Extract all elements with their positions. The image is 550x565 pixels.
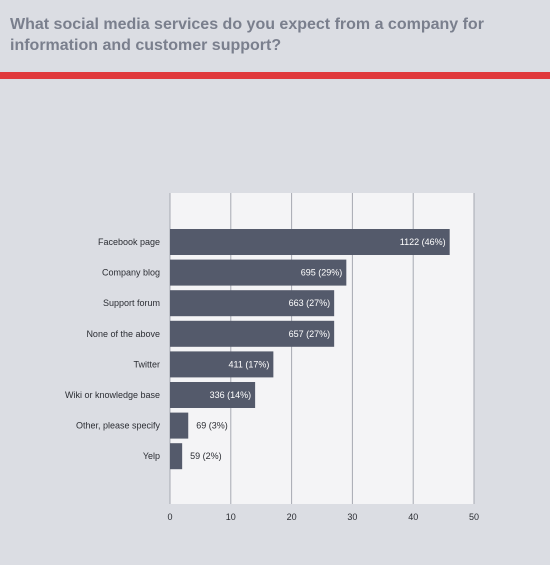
x-axis-ticks: 0 10 20 30 40 50 — [167, 512, 479, 522]
bar — [170, 290, 335, 317]
chart-title: What social media services do you expect… — [10, 16, 484, 54]
x-tick-label: 20 — [287, 512, 297, 522]
data-label: 1122 (46%) — [400, 237, 446, 247]
data-label: 69 (3%) — [196, 421, 228, 431]
data-label: 695 (29%) — [301, 268, 343, 278]
category-label: Other, please specify — [76, 421, 161, 431]
data-labels: 1122 (46%) 695 (29%) 663 (27%) 657 (27%) 411… — [190, 237, 446, 461]
category-labels: Facebook page Company blog Support forum No… — [65, 237, 161, 461]
x-tick-label: 10 — [226, 512, 236, 522]
bar — [170, 259, 347, 286]
x-tick-label: 30 — [347, 512, 357, 522]
bar — [170, 382, 256, 408]
category-label: None of the above — [86, 329, 160, 339]
data-label: 663 (27%) — [289, 298, 331, 308]
bar — [170, 443, 183, 470]
data-label: 59 (2%) — [190, 451, 222, 461]
category-label: Facebook page — [98, 237, 160, 247]
data-label: 657 (27%) — [289, 329, 331, 339]
x-tick-label: 40 — [408, 512, 418, 522]
data-label: 411 (17%) — [229, 359, 270, 369]
category-label: Yelp — [143, 451, 160, 461]
bar — [170, 351, 274, 378]
category-label: Company blog — [102, 268, 160, 278]
bar — [170, 412, 189, 439]
bar — [170, 320, 335, 347]
category-label: Twitter — [133, 359, 160, 369]
data-label: 336 (14%) — [210, 390, 252, 400]
x-tick-label: 50 — [469, 512, 479, 522]
category-label: Wiki or knowledge base — [65, 390, 160, 400]
bars — [170, 229, 450, 470]
x-tick-label: 0 — [167, 512, 172, 522]
bar — [170, 229, 450, 255]
accent-rule — [0, 72, 550, 79]
category-label: Support forum — [103, 298, 160, 308]
